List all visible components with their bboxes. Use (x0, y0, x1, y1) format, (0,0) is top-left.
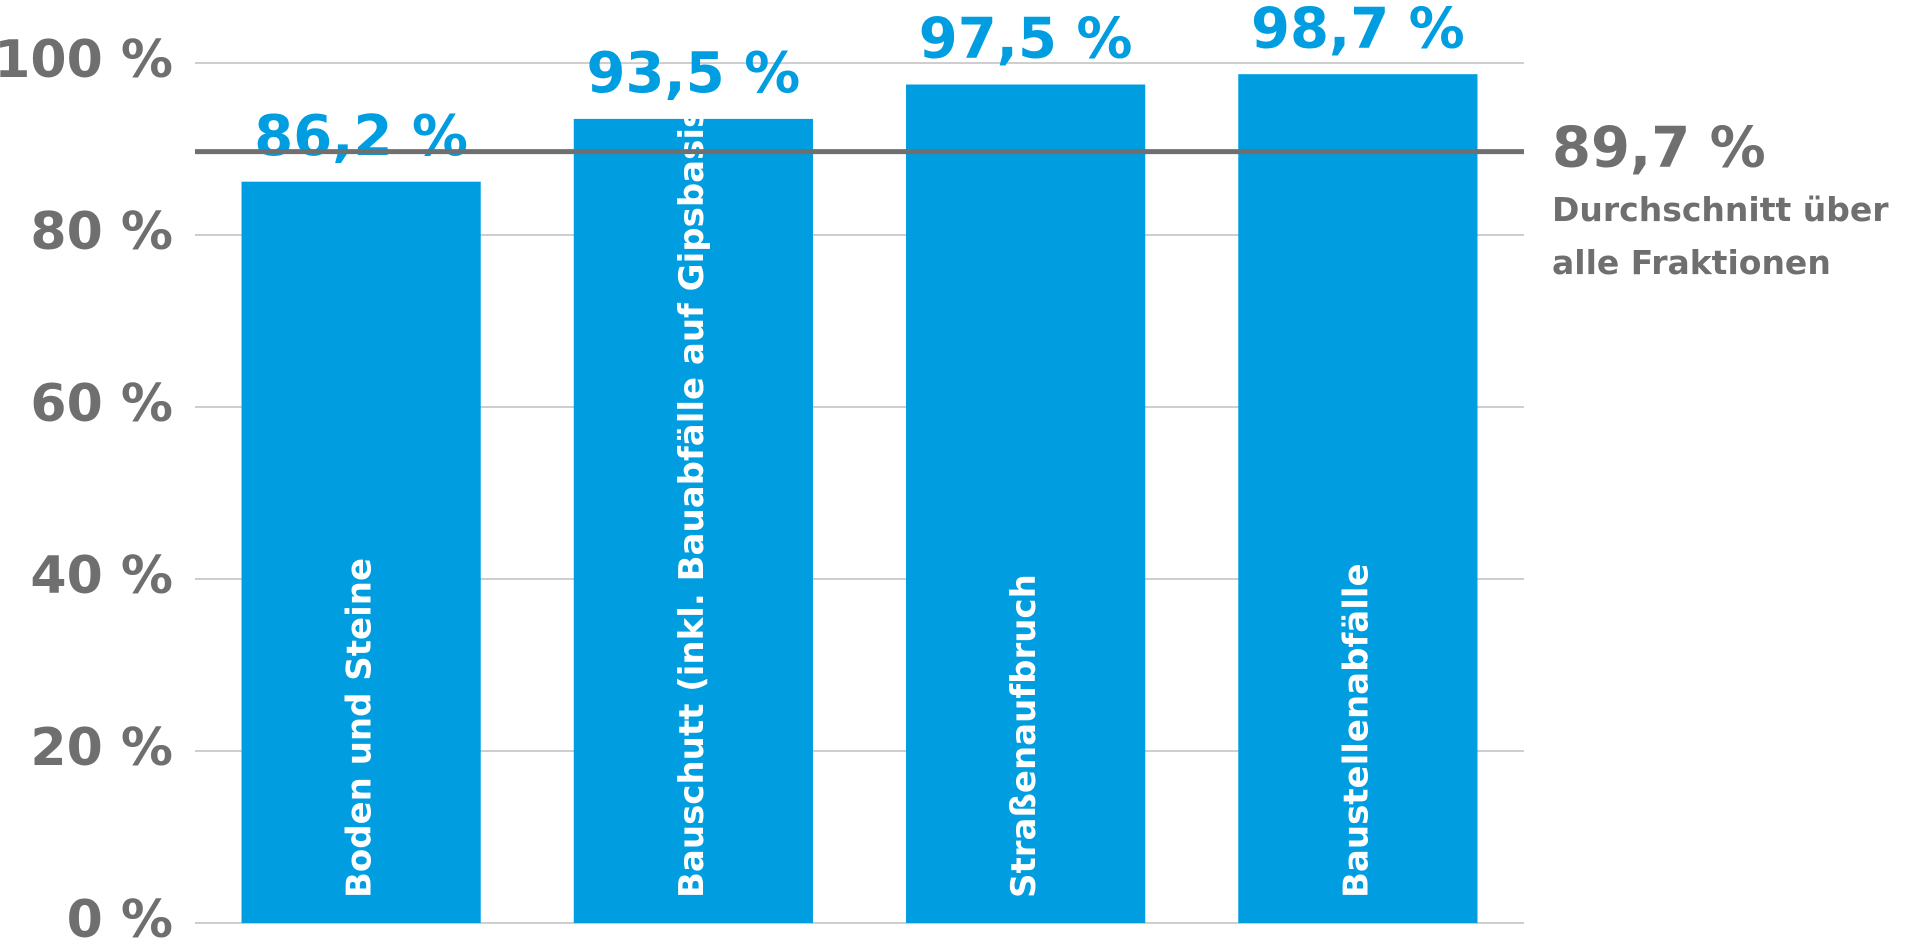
y-tick-label: 80 % (30, 202, 173, 262)
value-label: 93,5 % (586, 41, 800, 106)
reference-annotation: alle Fraktionen (1552, 243, 1831, 282)
y-tick-label: 60 % (30, 374, 173, 434)
y-tick-label: 100 % (0, 30, 173, 90)
bar (573, 118, 813, 923)
bar (906, 84, 1146, 923)
value-label: 98,7 % (1251, 0, 1465, 61)
y-tick-label: 0 % (67, 890, 173, 948)
x-tick-label: Boden und Steine (340, 558, 380, 898)
bar (1238, 74, 1478, 924)
value-label: 86,2 % (254, 104, 468, 169)
x-tick-label: Baustellenabfälle (1336, 563, 1376, 898)
y-tick-label: 20 % (30, 718, 173, 778)
reference-annotation: Durchschnitt über (1552, 190, 1889, 229)
x-tick-label: Straßenaufbruch (1004, 574, 1044, 898)
y-tick-label: 40 % (30, 546, 173, 606)
x-tick-label: Bauschutt (inkl. Bauabfälle auf Gipsbasi… (672, 92, 712, 898)
value-label: 97,5 % (919, 7, 1133, 72)
reference-label: 89,7 % (1552, 116, 1766, 181)
bar (241, 181, 481, 923)
